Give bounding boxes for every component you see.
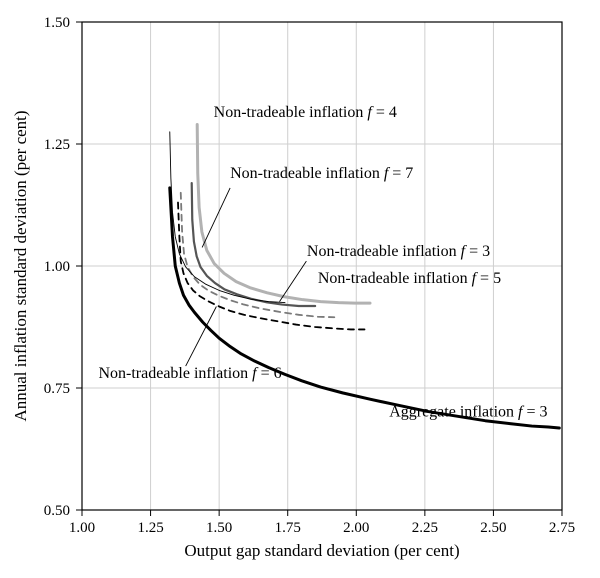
x-tick-label: 2.75 [549,520,575,536]
x-tick-label: 2.25 [412,520,438,536]
chart-svg: 1.00 1.25 1.50 1.75 2.00 2.25 2.50 2.75 0.50 0.75… [0,0,600,578]
x-tick-label: 1.25 [137,520,163,536]
chart-bg [0,0,600,578]
annotation-label: Non-tradeable inflation f = 7 [230,165,413,182]
annotation-label: Non-tradeable inflation f = 6 [98,365,281,382]
x-tick-label: 2.50 [480,520,506,536]
annotation-label: Non-tradeable inflation f = 3 [307,243,490,260]
x-tick-label: 1.50 [206,520,232,536]
annotation-label: Aggregate inflation f = 3 [389,403,547,420]
y-tick-label: 0.50 [44,503,70,519]
x-tick-label: 2.00 [343,520,369,536]
y-tick-label: 1.50 [44,15,70,31]
annotation-label: Non-tradeable inflation f = 5 [318,270,501,287]
x-tick-label: 1.75 [275,520,301,536]
chart-container: 1.00 1.25 1.50 1.75 2.00 2.25 2.50 2.75 0.50 0.75… [0,0,600,578]
y-tick-label: 0.75 [44,381,70,397]
x-tick-label: 1.00 [69,520,95,536]
annotation-label: Non-tradeable inflation f = 4 [214,104,397,121]
y-tick-label: 1.25 [44,137,70,153]
y-axis-label: Annual inflation standard deviation (per… [11,110,30,421]
y-tick-label: 1.00 [44,259,70,275]
x-axis-label: Output gap standard deviation (per cent) [184,541,459,560]
